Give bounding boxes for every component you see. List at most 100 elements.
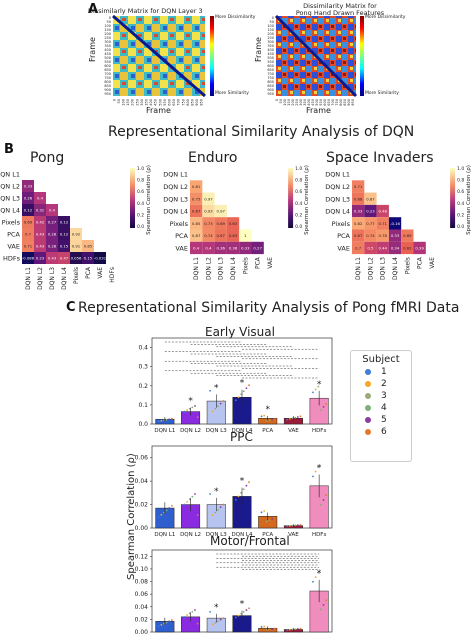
rsa-row-label: VAE xyxy=(337,244,350,252)
rsa-colorbar xyxy=(130,168,135,228)
rsa-colorbar-label: Spearman Correlation (ρ) xyxy=(304,165,310,235)
rsa-cell xyxy=(413,241,426,255)
rsa-cell xyxy=(22,204,34,216)
rsa-cell-value: 0.78 xyxy=(379,233,388,238)
rsa-cell-value: 0.91 xyxy=(72,244,81,249)
subject-dot xyxy=(186,501,188,503)
rsa-cell xyxy=(202,217,215,230)
rsa-cell xyxy=(202,204,215,218)
rsa-colorbar-tick: 0.4 xyxy=(457,201,464,207)
subject-dot xyxy=(219,402,222,405)
subject-dot xyxy=(171,619,173,621)
significance-star: * xyxy=(265,405,270,415)
rsa-cell-value: 0.43 xyxy=(36,244,45,249)
rsa-cell-value: 0.73 xyxy=(204,221,213,226)
matrix-y-tick: 50 xyxy=(107,20,111,24)
matrix-x-tick: 400 xyxy=(149,99,153,106)
rsa-colorbar-tick: 0.6 xyxy=(137,189,144,195)
subject-dot xyxy=(191,495,194,498)
x-tick-label: DQN L2 xyxy=(180,532,201,538)
legend-dot xyxy=(365,405,371,411)
matrix-x-tick: 850 xyxy=(191,99,195,106)
rsa-cell-value: 0.33 xyxy=(354,209,363,214)
y-tick-label: 0.04 xyxy=(135,604,149,611)
rsa-colorbar-tick: 0.8 xyxy=(137,178,144,184)
rsa-cell-value: 0.34 xyxy=(391,245,400,250)
colorbar-jet-left xyxy=(210,16,214,96)
x-tick-label: DQN L4 xyxy=(232,428,253,434)
rsa-cell-value: 0.67 xyxy=(354,233,363,238)
x-tick-label: DQN L3 xyxy=(206,532,227,538)
matrix-y-tick: 750 xyxy=(267,76,274,80)
subject-dot xyxy=(171,417,173,420)
matrix-x-tick: 750 xyxy=(181,99,185,106)
rsa-colorbar-label: Spearman Correlation (ρ) xyxy=(146,165,152,235)
rsa-cell xyxy=(401,241,414,255)
x-tick-label: DQN L3 xyxy=(206,428,227,434)
rsa-cell-value: 0.27 xyxy=(48,220,57,225)
rsa-cell xyxy=(376,217,389,230)
subject-dot xyxy=(248,481,250,484)
colorbar-bottom-label-left: More Similarity xyxy=(215,91,249,96)
subject-dot xyxy=(291,417,294,420)
rsa-cell xyxy=(352,241,365,255)
rsa-cell-value: 0.74 xyxy=(366,233,375,238)
rsa-colorbar xyxy=(288,168,294,228)
rsa-col-label: Pixels xyxy=(404,257,411,274)
rsa-cell xyxy=(22,240,34,252)
rsa-cell-value: 0.71 xyxy=(354,184,363,189)
significance-star: * xyxy=(214,383,219,393)
subject-dot xyxy=(299,627,302,630)
rsa-cell-value: 0.71 xyxy=(24,244,33,249)
rsa-colorbar-label: Spearman Correlation (ρ) xyxy=(466,165,472,235)
subject-dot xyxy=(325,403,328,405)
subplot-title-ppc: PPC xyxy=(230,430,253,444)
panel-a-matrices: 0050501001001501502002002502503003003503… xyxy=(104,14,364,106)
rsa-cell xyxy=(34,228,46,240)
matrix-y-tick: 950 xyxy=(267,92,274,96)
rsa-cell-value: 0.63 xyxy=(229,233,238,238)
subject-dot xyxy=(289,418,291,420)
rsa-colorbar-tick: 0.8 xyxy=(457,178,464,184)
matrix-y-tick: 500 xyxy=(104,56,111,60)
subject-dot xyxy=(320,608,322,611)
rsa-cell xyxy=(190,204,203,218)
rsa-cell xyxy=(214,217,227,230)
rsa-cell-value: 0.42 xyxy=(36,220,45,225)
matrix-x-tick: 200 xyxy=(291,99,295,106)
rsa-row-label: HDFs xyxy=(3,255,21,263)
legend-entry: 2 xyxy=(365,379,411,389)
subject-dot xyxy=(260,511,263,514)
matrix-x-tick: 350 xyxy=(303,99,307,106)
panel-b-title: Representational Similarity Analysis of … xyxy=(108,124,415,140)
x-tick-label: DQN L1 xyxy=(154,428,175,434)
subject-dot xyxy=(188,612,191,615)
y-tick-label: 0.3 xyxy=(138,364,148,371)
matrix-x-tick: 150 xyxy=(287,99,291,106)
significance-star: * xyxy=(240,379,245,389)
subject-dot xyxy=(265,629,268,631)
rsa-cell xyxy=(352,204,365,218)
subject-dot xyxy=(245,387,248,390)
significance-star: * xyxy=(240,477,245,487)
subject-dot xyxy=(314,388,317,391)
subject-dot xyxy=(240,612,243,615)
subject-dot xyxy=(160,419,163,422)
matrix-y-tick: 850 xyxy=(104,84,111,88)
y-tick-label: 0.02 xyxy=(135,616,149,623)
rsa-cell-value: 0.92 xyxy=(72,232,81,237)
rsa-row-label: DQN L3 xyxy=(325,195,350,203)
matrix-x-tick: 50 xyxy=(279,99,283,103)
x-tick-label: VAE xyxy=(288,532,299,538)
rsa-cell-value: 0.43 xyxy=(48,256,57,261)
matrix-x-tick: 50 xyxy=(117,99,121,103)
matrix-x-tick: 800 xyxy=(186,99,190,106)
subject-dot xyxy=(294,416,297,419)
subject-dot xyxy=(248,607,250,610)
rsa-row-label: DQN L3 xyxy=(0,195,20,203)
subject-dot xyxy=(273,418,276,420)
x-tick-label: HDFs xyxy=(312,532,327,538)
rsa-cell-value: 0.82 xyxy=(354,221,363,226)
rsa-cell-value: 0.4 xyxy=(193,245,200,250)
matrix-x-tick: 600 xyxy=(323,99,327,106)
